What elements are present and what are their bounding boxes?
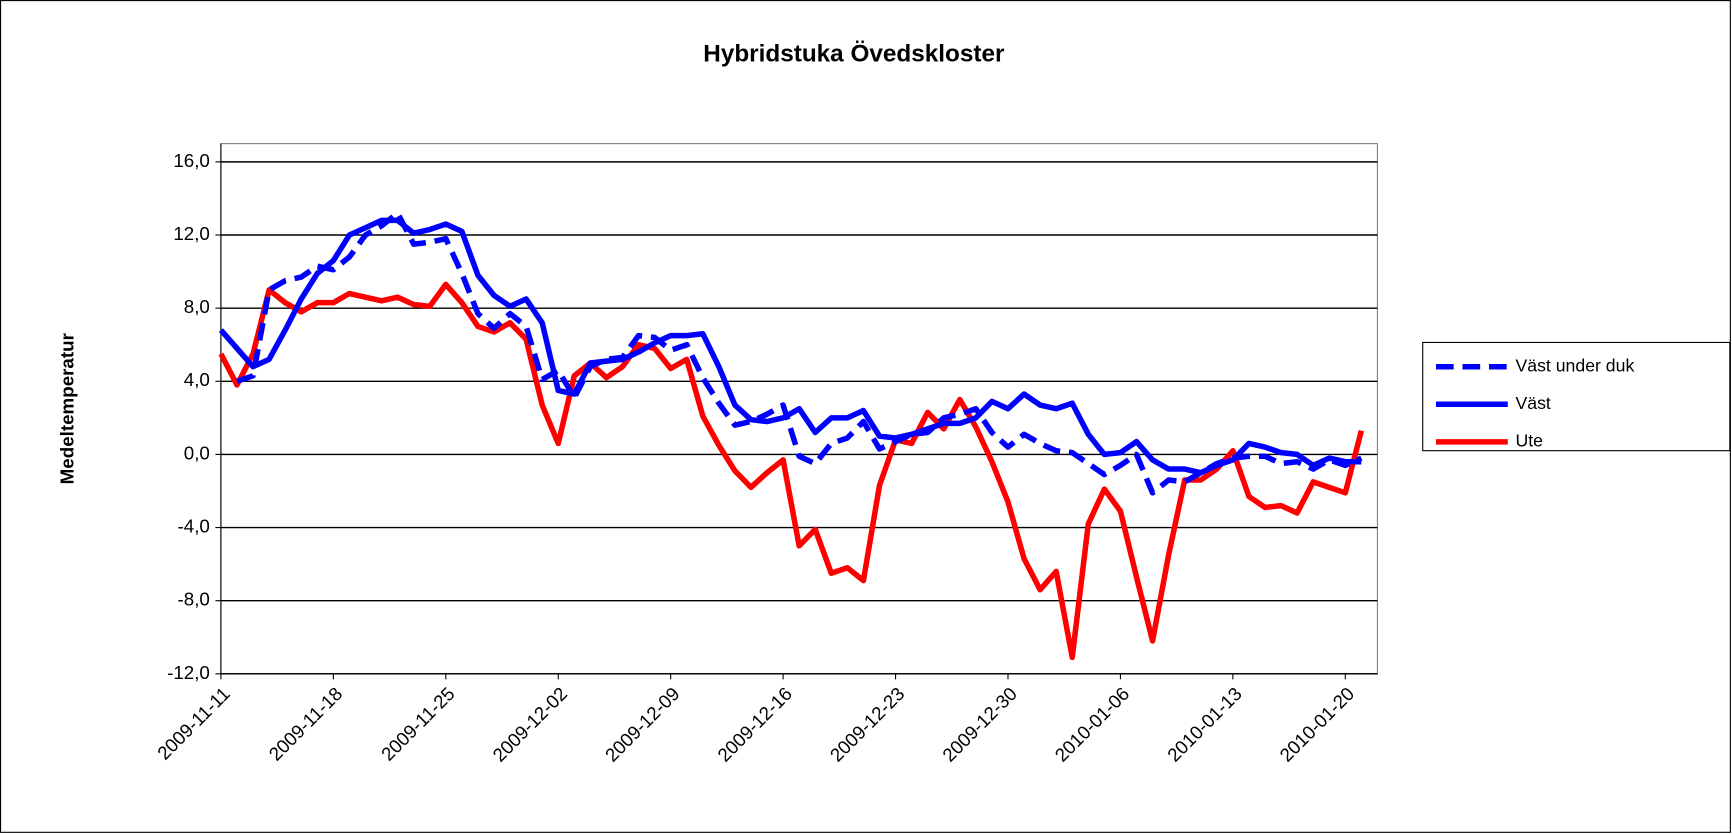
series-line xyxy=(218,217,1362,476)
y-tick-label: -4,0 xyxy=(178,516,210,537)
legend-label: Väst xyxy=(1516,393,1551,413)
y-tick-label: -12,0 xyxy=(167,662,210,683)
y-tick-label: 12,0 xyxy=(173,223,210,244)
y-tick-label: 8,0 xyxy=(184,296,210,317)
series-line xyxy=(236,210,1363,496)
legend xyxy=(1422,341,1731,452)
chart-title: Hybridstuka Övedskloster xyxy=(703,41,1005,68)
y-axis-label: Medeltemperatur xyxy=(56,332,77,484)
y-tick-label: 4,0 xyxy=(184,369,210,390)
y-tick-label: 16,0 xyxy=(173,150,210,171)
y-tick-label: 0,0 xyxy=(184,442,210,463)
y-tick-label: -8,0 xyxy=(178,589,210,610)
legend-label: Väst under duk xyxy=(1516,355,1635,375)
series-line xyxy=(218,281,1365,661)
legend-label: Ute xyxy=(1516,431,1544,451)
